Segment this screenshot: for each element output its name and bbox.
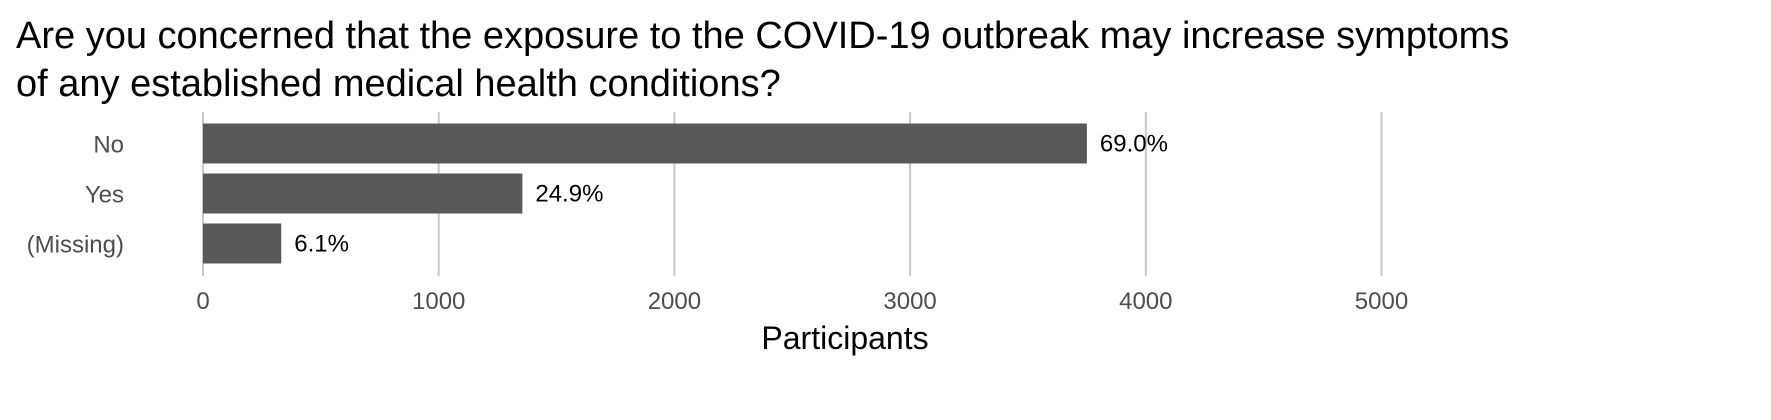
data-label-no: 69.0% [1100,131,1168,158]
x-tick-label-3000: 3000 [883,288,936,315]
x-tick-label-4000: 4000 [1119,288,1172,315]
x-axis-title: Participants [761,320,928,356]
data-label-missing: 6.1% [294,231,349,258]
category-label-missing: (Missing) [27,232,124,259]
bar-yes [203,173,523,214]
x-tick-label-1000: 1000 [412,288,465,315]
bars [203,123,1087,264]
category-label-yes: Yes [85,182,124,209]
category-label-no: No [93,132,124,159]
data-label-yes: 24.9% [535,181,603,208]
bar-no [203,123,1087,164]
x-tick-label-5000: 5000 [1355,288,1408,315]
chart-title: Are you concerned that the exposure to t… [16,15,1510,105]
data-labels: 69.0% 24.9% 6.1% [294,131,1168,258]
x-tick-labels: 0 1000 2000 3000 4000 5000 [196,288,1408,315]
x-tick-label-2000: 2000 [648,288,701,315]
bar-missing [203,223,282,264]
category-labels: No Yes (Missing) [27,132,124,259]
x-tick-label-0: 0 [196,288,209,315]
